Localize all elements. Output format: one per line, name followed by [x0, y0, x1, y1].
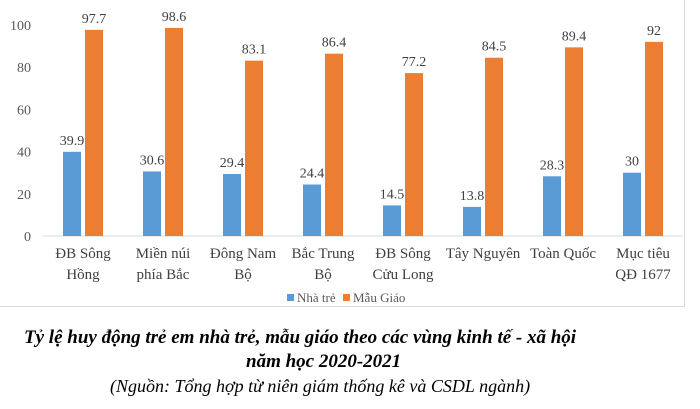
data-label: 77.2: [402, 55, 427, 70]
data-label: 28.3: [540, 158, 565, 173]
bar-nha-tre: [63, 151, 81, 236]
x-tick-label: Mục tiêu: [616, 246, 670, 262]
bar-mau-giao: [245, 60, 263, 237]
data-label: 39.9: [60, 134, 85, 149]
data-label: 30: [625, 155, 639, 170]
y-tick-label: 20: [17, 188, 31, 203]
x-tick-label: Toàn Quốc: [530, 246, 596, 262]
bar-nha-tre: [623, 172, 641, 236]
chart-frame: [0, 0, 685, 307]
caption-line-2: năm học 2020-2021: [246, 351, 402, 372]
bar-nha-tre: [383, 205, 401, 236]
x-tick-label: Bộ: [314, 267, 332, 283]
bar-mau-giao: [85, 29, 103, 237]
data-label: 24.4: [300, 167, 325, 182]
data-label: 89.4: [562, 29, 587, 44]
caption-source: (Nguồn: Tổng hợp từ niên giám thống kê v…: [110, 376, 531, 396]
bar-mau-giao: [325, 53, 343, 236]
x-tick-label: Tây Nguyên: [446, 246, 521, 262]
bar-mau-giao: [165, 27, 183, 237]
bar-mau-giao: [485, 57, 503, 236]
bar-nha-tre: [463, 206, 481, 236]
bar-mau-giao: [405, 73, 423, 236]
x-tick-label: Miền núi: [136, 246, 191, 262]
x-tick-label: Đông Nam: [210, 246, 277, 262]
legend-swatch: [287, 294, 294, 301]
caption-line-1: Tỷ lệ huy động trẻ em nhà trẻ, mẫu giáo …: [24, 327, 577, 348]
x-tick-label: Bộ: [234, 267, 252, 283]
x-tick-label: Cửu Long: [372, 267, 434, 283]
bar-nha-tre: [543, 176, 561, 236]
data-label: 97.7: [82, 12, 107, 27]
data-label: 92: [647, 24, 661, 39]
x-tick-label: phía Bắc: [137, 267, 190, 283]
x-tick-label: ĐB Sông: [375, 246, 431, 262]
data-label: 13.8: [460, 189, 485, 204]
bar-mau-giao: [645, 41, 663, 236]
legend-swatch: [343, 294, 350, 301]
data-label: 98.6: [162, 10, 187, 25]
bar-mau-giao: [565, 47, 583, 237]
y-tick-label: 80: [17, 61, 31, 76]
bar-nha-tre: [143, 171, 161, 236]
data-label: 83.1: [242, 43, 267, 58]
data-label: 86.4: [322, 36, 347, 51]
x-tick-label: ĐB Sông: [55, 246, 111, 262]
y-tick-label: 100: [10, 19, 31, 34]
x-tick-label: QĐ 1677: [615, 267, 671, 283]
bar-nha-tre: [303, 184, 321, 236]
legend-label: Mẫu Giáo: [353, 290, 405, 305]
bar-nha-tre: [223, 173, 241, 236]
x-tick-label: Hồng: [66, 267, 100, 283]
data-label: 84.5: [482, 40, 507, 55]
legend-label: Nhà trẻ: [297, 290, 336, 305]
data-label: 30.6: [140, 153, 165, 168]
bar-chart: 0 20 40 60 80 100 39.9 97.7 ĐB Sông Hồng 30.6 98.6 M…: [10, 10, 683, 305]
x-tick-label: Bắc Trung: [292, 246, 355, 262]
y-tick-label: 40: [17, 146, 31, 161]
y-tick-label: 0: [24, 230, 31, 245]
data-label: 29.4: [220, 156, 245, 171]
y-tick-label: 60: [17, 103, 31, 118]
data-label: 14.5: [380, 187, 405, 202]
